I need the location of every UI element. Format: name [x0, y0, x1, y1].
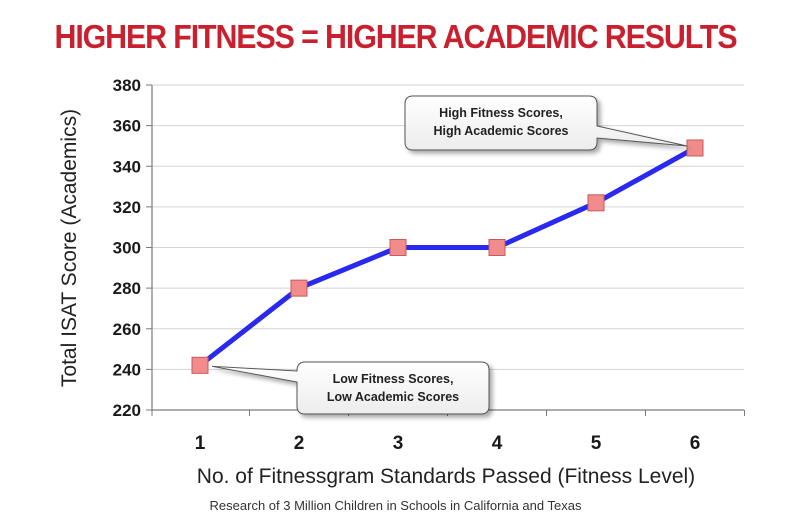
y-tick-labels: 220 240 260 280 300 320 340 360 380 [113, 76, 141, 420]
y-tick-label: 380 [113, 76, 141, 95]
callout-box [211, 361, 490, 415]
x-tick-labels: 1 2 3 4 5 6 [195, 433, 701, 454]
y-tick-label: 320 [113, 198, 141, 217]
y-tick-label: 220 [113, 401, 141, 420]
data-point-marker [389, 239, 407, 256]
chart-title: HIGHER FITNESS = HIGHER ACADEMIC RESULTS [54, 18, 737, 55]
y-tick-label: 260 [113, 320, 141, 339]
data-point-marker [488, 239, 506, 256]
callouts: High Fitness Scores, High Academic Scores… [211, 95, 688, 415]
y-tick-label: 360 [113, 117, 141, 136]
data-point-marker [191, 356, 209, 374]
data-point-marker [686, 139, 704, 157]
y-tick-label: 300 [113, 239, 141, 258]
x-tick-label: 5 [591, 433, 602, 454]
x-tick-label: 1 [195, 433, 206, 454]
series-line [197, 145, 698, 368]
x-axis-label: No. of Fitnessgram Standards Passed (Fit… [197, 465, 695, 488]
y-tick-label: 280 [113, 279, 141, 298]
callout-text: Low Academic Scores [327, 390, 459, 404]
callout-text: High Academic Scores [433, 124, 568, 138]
data-point-marker [290, 279, 308, 297]
y-tick-label: 240 [113, 360, 141, 379]
callout-text: Low Fitness Scores, [333, 372, 454, 386]
y-axis-label: Total ISAT Score (Academics) [58, 109, 81, 387]
y-tick-label: 340 [113, 157, 141, 176]
data-series [191, 139, 704, 374]
data-point-marker [587, 194, 605, 212]
x-tick-label: 3 [393, 433, 404, 454]
x-tick-label: 4 [492, 433, 503, 454]
callout-box [404, 95, 688, 151]
chart-caption: Research of 3 Million Children in School… [209, 498, 582, 513]
x-tick-label: 2 [294, 433, 305, 454]
x-tick-label: 6 [690, 433, 701, 454]
callout-text: High Fitness Scores, [439, 106, 563, 120]
